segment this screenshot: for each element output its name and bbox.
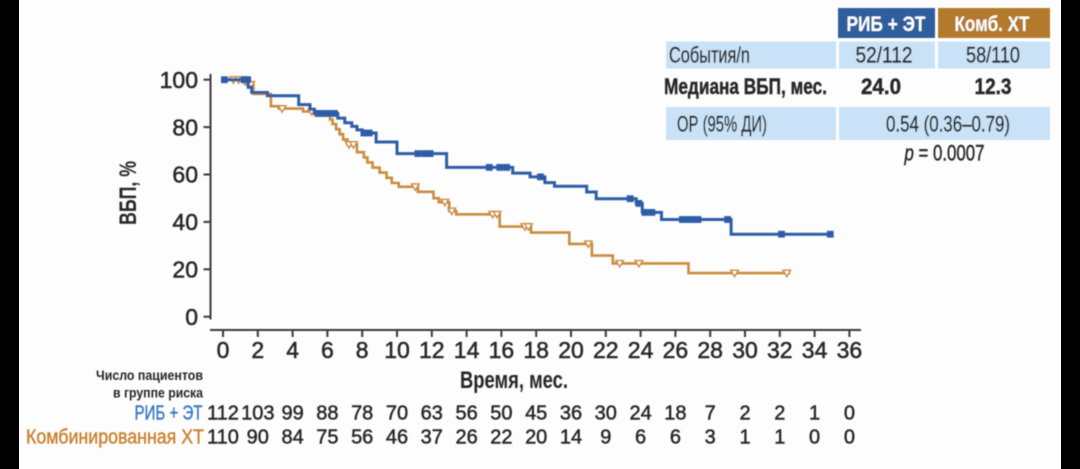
svg-text:6: 6 [321,337,334,363]
svg-text:Комб. ХТ: Комб. ХТ [955,13,1030,36]
svg-text:14: 14 [560,427,582,449]
svg-text:90: 90 [247,427,269,449]
svg-text:100: 100 [160,67,198,93]
svg-text:2: 2 [774,403,785,425]
svg-text:0: 0 [185,304,198,330]
svg-text:10: 10 [384,337,410,363]
svg-text:20: 20 [525,427,547,449]
svg-text:12.3: 12.3 [975,74,1012,99]
svg-text:24.0: 24.0 [861,74,901,99]
svg-text:7: 7 [705,403,716,425]
svg-text:56: 56 [455,403,477,425]
svg-text:28: 28 [697,337,723,363]
svg-text:20: 20 [558,337,584,363]
svg-text:3: 3 [705,427,716,449]
svg-text:32: 32 [767,337,793,363]
svg-text:РИБ + ЭТ: РИБ + ЭТ [847,13,926,36]
svg-text:14: 14 [454,337,480,363]
svg-text:События/n: События/n [669,42,750,67]
svg-text:103: 103 [241,403,274,425]
svg-text:22: 22 [490,427,512,449]
svg-text:112: 112 [207,403,239,425]
svg-text:36: 36 [560,403,582,425]
svg-text:60: 60 [172,162,198,188]
svg-text:63: 63 [421,403,443,425]
svg-text:78: 78 [351,403,373,425]
svg-text:0: 0 [844,403,855,425]
svg-text:80: 80 [172,114,198,140]
svg-text:20: 20 [172,257,198,283]
svg-text:50: 50 [490,403,512,425]
svg-text:18: 18 [523,337,549,363]
svg-text:p = 0.0007: p = 0.0007 [904,140,985,165]
svg-text:Время, мес.: Время, мес. [460,367,568,394]
svg-text:34: 34 [802,337,828,363]
svg-text:110: 110 [207,427,239,449]
svg-text:26: 26 [663,337,689,363]
svg-text:ВБП, %: ВБП, % [115,161,142,225]
svg-text:24: 24 [629,403,651,425]
svg-text:58/110: 58/110 [966,42,1020,67]
svg-text:75: 75 [316,427,338,449]
svg-text:46: 46 [386,427,408,449]
svg-text:Медиана ВБП, мес.: Медиана ВБП, мес. [664,74,827,99]
svg-text:9: 9 [600,427,611,449]
svg-text:30: 30 [732,337,758,363]
svg-text:Комбинированная ХТ: Комбинированная ХТ [26,426,204,449]
svg-text:52/112: 52/112 [856,42,913,67]
svg-text:4: 4 [286,337,299,363]
svg-text:0.54 (0.36–0.79): 0.54 (0.36–0.79) [886,111,1010,136]
svg-text:ОР (95% ДИ): ОР (95% ДИ) [677,111,767,136]
svg-text:6: 6 [670,427,681,449]
svg-text:в группе риска: в группе риска [113,385,203,401]
svg-text:30: 30 [595,403,617,425]
svg-text:0: 0 [844,427,855,449]
svg-text:70: 70 [386,403,408,425]
svg-text:40: 40 [172,209,198,235]
svg-text:36: 36 [837,337,863,363]
svg-text:22: 22 [593,337,619,363]
svg-text:2: 2 [739,403,750,425]
svg-text:24: 24 [628,337,654,363]
svg-text:1: 1 [809,403,820,425]
svg-text:8: 8 [356,337,369,363]
svg-text:6: 6 [635,427,646,449]
svg-text:РИБ + ЭТ: РИБ + ЭТ [135,402,203,425]
svg-text:56: 56 [351,427,373,449]
svg-text:45: 45 [525,403,547,425]
svg-text:18: 18 [664,403,686,425]
svg-text:2: 2 [251,337,264,363]
svg-text:37: 37 [421,427,443,449]
svg-text:0: 0 [217,337,230,363]
svg-text:99: 99 [281,403,303,425]
svg-text:16: 16 [489,337,515,363]
svg-text:1: 1 [739,427,750,449]
svg-text:12: 12 [419,337,445,363]
svg-text:26: 26 [455,427,477,449]
svg-text:Число пациентов: Число пациентов [96,367,203,383]
svg-text:84: 84 [281,427,303,449]
svg-text:1: 1 [774,427,785,449]
svg-text:0: 0 [809,427,820,449]
svg-text:88: 88 [316,403,338,425]
